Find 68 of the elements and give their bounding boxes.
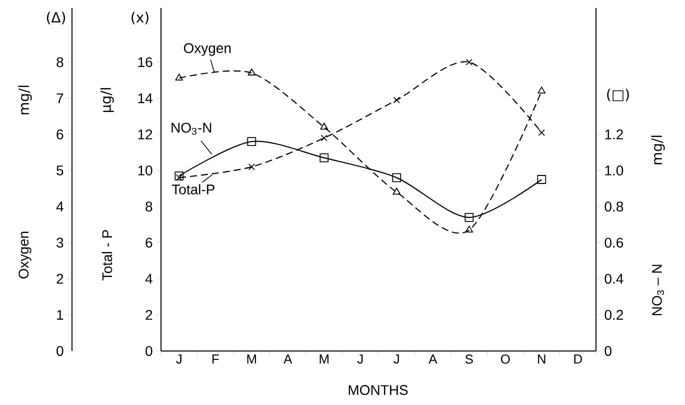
x-tick-label: F [212,354,219,364]
y3-tick-label: 8 [56,57,64,68]
point [247,137,256,146]
y-axis-title: Total - P [102,230,112,280]
point [320,153,329,162]
y-tick-label: 6 [146,238,152,248]
y3-tick-label: 7 [56,93,64,104]
point [392,188,401,195]
point [538,129,545,136]
y2-tick-label: 0.4 [604,274,624,284]
x-tick-label: O [500,354,510,364]
y3-tick-label: 6 [56,129,64,140]
point [320,134,328,142]
point [392,173,402,182]
x-tick-label: J [394,354,399,364]
y3-tick-label: 3 [56,238,64,248]
y2-tick-label: 0 [604,346,612,356]
y-tick-label: 16 [138,57,152,68]
y-tick-label: 10 [138,166,152,176]
x-tick-label: S [465,354,473,364]
point [248,68,256,76]
y-tick-label: 4 [145,274,152,284]
legend-label: Total-P [172,184,214,194]
y2-tick-label: 1.2 [605,129,623,140]
y-tick-label: 0 [146,346,152,356]
text: mg/l [18,86,32,114]
y-tick-label: 8 [146,202,152,212]
text: µg/l [100,88,114,112]
text: (x) [132,12,148,24]
x-axis-title: MONTHS [348,385,408,395]
y3-tick-label: 4 [56,202,64,212]
point [538,86,546,94]
x-tick-label: D [574,354,582,364]
x-tick-label: N [538,354,546,364]
point [174,171,184,180]
series-label: NO$_{3}$-N [172,122,212,135]
y2-tick-label: 0.8 [604,202,624,212]
point [393,96,400,104]
point [248,164,255,170]
x-tick-label: A [428,354,438,364]
y3-tick-label: 0 [56,346,64,356]
point [175,74,184,80]
text: (□) [607,88,629,102]
y-tick-label: 12 [138,129,152,140]
y-tick-label: 14 [138,93,152,104]
x-tick-label: A [284,354,292,364]
y3-tick-label: 1 [57,310,64,320]
y3-axis-title: Oxygen [18,232,32,278]
point [464,212,474,222]
point [465,226,474,232]
y2-tick-label: 0.6 [604,238,624,248]
series-label: Oxygen [184,43,231,56]
y2-axis-title: NO$_{3}$ – N [652,264,664,316]
text: mg/l [651,136,665,164]
text: (Δ) [46,12,66,24]
y2-tick-label: 0.2 [604,310,623,320]
x-tick-label: J [357,354,363,364]
point [320,122,328,130]
y3-tick-label: 2 [56,274,64,284]
point [537,175,546,184]
point [176,174,182,181]
y2-tick-label: 1.0 [605,166,624,176]
y3-tick-label: 5 [56,166,64,176]
x-tick-label: J [176,354,182,364]
x-tick-label: M [320,354,328,364]
y-tick-label: 2 [146,310,152,320]
x-tick-label: M [247,354,256,364]
point [466,58,472,66]
